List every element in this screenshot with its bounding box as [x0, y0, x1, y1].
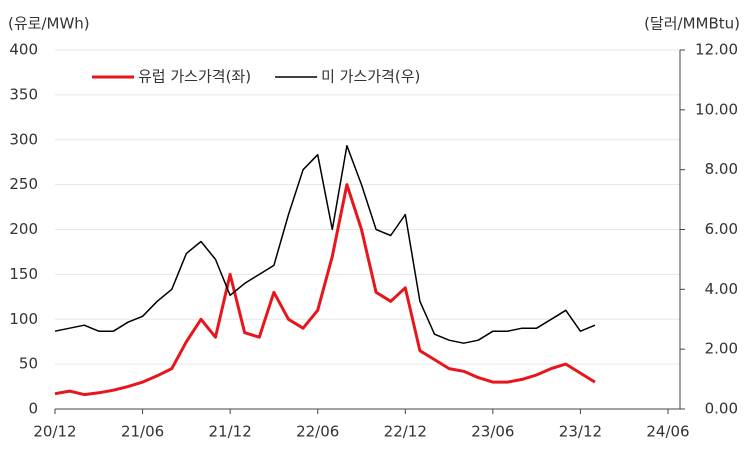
- x-tick-label: 23/06: [471, 423, 514, 441]
- x-tick-label: 23/12: [559, 423, 602, 441]
- y-tick-label: 150: [9, 265, 38, 283]
- x-tick-label: 22/12: [384, 423, 427, 441]
- y2-tick-label: 12.00: [695, 41, 738, 59]
- y2-tick-label: 0.00: [705, 400, 738, 418]
- y2-tick-label: 2.00: [705, 340, 738, 358]
- legend-label: 유럽 가스가격(좌): [138, 68, 251, 86]
- y-tick-label: 200: [9, 220, 38, 238]
- x-tick-label: 22/06: [296, 423, 339, 441]
- y-axis-title: (유로/MWh): [8, 15, 90, 33]
- x-tick-label: 24/06: [646, 423, 689, 441]
- series-line: [54, 144, 596, 344]
- y2-tick-label: 4.00: [705, 280, 738, 298]
- y-tick-label: 50: [19, 355, 38, 373]
- series-line: [54, 183, 596, 397]
- y-tick-label: 300: [9, 130, 38, 148]
- y2-axis-title: (달러/MMBtu): [644, 15, 740, 33]
- x-tick-label: 20/12: [33, 423, 76, 441]
- y-tick-label: 400: [9, 41, 38, 59]
- y-tick-label: 250: [9, 175, 38, 193]
- y2-tick-label: 6.00: [705, 220, 738, 238]
- y-tick-label: 100: [9, 310, 38, 328]
- y-tick-label: 350: [9, 85, 38, 103]
- x-tick-label: 21/12: [209, 423, 252, 441]
- y2-tick-label: 8.00: [705, 160, 738, 178]
- legend-label: 미 가스가격(우): [321, 68, 420, 86]
- y-tick-label: 0: [28, 400, 38, 418]
- x-tick-label: 21/06: [121, 423, 164, 441]
- y2-tick-label: 10.00: [695, 100, 738, 118]
